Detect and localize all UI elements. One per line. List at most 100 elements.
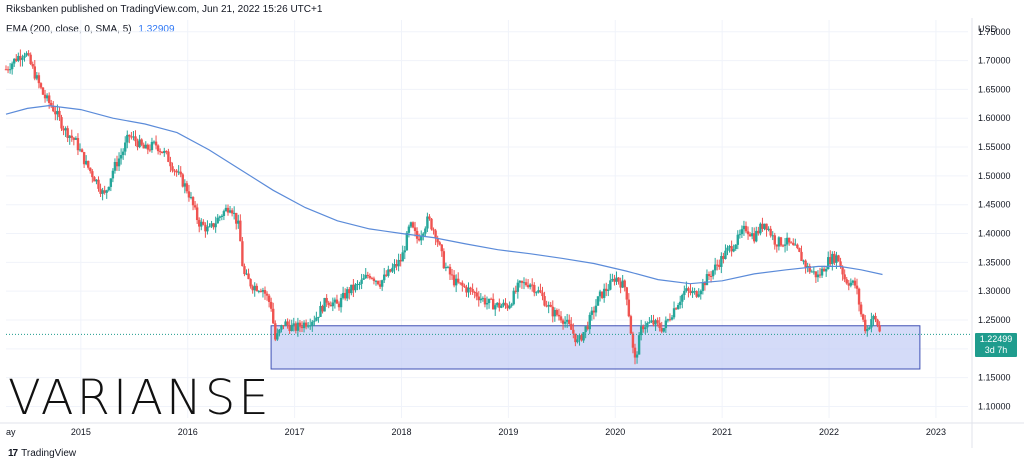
- candle-body: [245, 273, 248, 275]
- candle-body: [50, 102, 53, 107]
- candle-body: [615, 277, 618, 282]
- candle-body: [70, 135, 73, 138]
- candle-body: [713, 264, 717, 271]
- x-tick-label: 2021: [712, 427, 732, 437]
- candle-body: [323, 297, 326, 312]
- ema-indicator-legend[interactable]: EMA (200, close, 0, SMA, 5) 1.32909: [6, 24, 175, 35]
- candle-body: [257, 290, 261, 292]
- candle-body: [426, 216, 429, 229]
- candle-body: [502, 302, 505, 306]
- candle-body: [679, 301, 682, 306]
- candle-body: [195, 207, 199, 221]
- candle-body: [457, 278, 460, 283]
- candle-body: [500, 305, 503, 308]
- candle-body: [833, 253, 836, 263]
- candle-body: [613, 278, 616, 282]
- candle-body: [335, 299, 339, 304]
- candle-body: [765, 223, 768, 230]
- candle-body: [80, 149, 84, 153]
- candle-body: [239, 220, 242, 242]
- y-tick-label: 1.40000: [978, 229, 1011, 239]
- candle-body: [800, 251, 803, 262]
- candle-body: [210, 223, 213, 227]
- candle-body: [444, 267, 448, 269]
- candle-body: [232, 212, 236, 214]
- candle-body: [251, 286, 254, 291]
- candle-body: [790, 242, 793, 244]
- candle-body: [128, 134, 131, 137]
- candle-body: [494, 305, 497, 310]
- candle-body: [849, 282, 853, 286]
- candle-body: [54, 111, 57, 115]
- candle-body: [321, 305, 324, 312]
- candle-body: [121, 151, 125, 156]
- candle-body: [487, 298, 491, 304]
- candle-body: [473, 292, 476, 294]
- candle-body: [220, 216, 224, 218]
- candle-body: [376, 280, 380, 285]
- candle-body: [10, 63, 14, 70]
- candle-body: [771, 235, 774, 237]
- candle-body: [531, 284, 534, 286]
- candle-body: [845, 279, 848, 284]
- candle-body: [27, 53, 30, 55]
- candle-body: [687, 288, 690, 291]
- candle-body: [47, 95, 51, 103]
- price-chart[interactable]: 1.75000 1.70000 1.65000 1.60000 1.55000 1.500…: [0, 18, 1024, 448]
- candle-body: [341, 292, 345, 298]
- candle-body: [152, 141, 156, 143]
- chart-svg[interactable]: 1.75000 1.70000 1.65000 1.60000 1.55000 1.500…: [0, 18, 1024, 448]
- tradingview-logo-icon[interactable]: 17: [8, 448, 18, 459]
- candle-body: [568, 319, 571, 324]
- candle-body: [424, 228, 427, 234]
- candle-body: [574, 333, 577, 343]
- candle-body: [417, 238, 421, 241]
- candle-body: [339, 297, 343, 308]
- candle-body: [724, 250, 727, 259]
- candle-body: [385, 274, 388, 276]
- candle-body: [689, 290, 692, 294]
- candle-body: [792, 242, 795, 246]
- candle-body: [701, 282, 705, 291]
- candle-body: [829, 257, 832, 265]
- candle-body: [861, 314, 865, 320]
- candle-body: [841, 267, 844, 275]
- candle-body: [818, 274, 822, 276]
- candle-body: [138, 139, 141, 148]
- candle-body: [549, 304, 552, 307]
- x-tick-label: ay: [6, 427, 16, 437]
- candle-body: [658, 322, 661, 329]
- candle-body: [362, 278, 365, 280]
- candle-body: [387, 269, 390, 276]
- candle-body: [198, 220, 201, 227]
- candle-body: [187, 191, 191, 198]
- y-tick-label: 1.65000: [978, 84, 1011, 94]
- y-tick-label: 1.35000: [978, 257, 1011, 267]
- candle-body: [117, 158, 121, 167]
- candle-body: [115, 162, 119, 167]
- candle-body: [820, 268, 824, 276]
- candle-body: [286, 321, 289, 325]
- candle-body: [524, 282, 528, 286]
- candle-body: [648, 322, 651, 324]
- candle-body: [241, 241, 244, 267]
- candle-body: [781, 245, 785, 247]
- candle-body: [74, 138, 78, 140]
- candle-body: [296, 322, 300, 331]
- candle-body: [401, 252, 404, 262]
- candle-body: [428, 216, 431, 219]
- candle-body: [134, 136, 137, 142]
- candle-body: [824, 269, 828, 272]
- candle-body: [6, 69, 10, 71]
- candle-body: [718, 264, 721, 267]
- candle-body: [810, 271, 813, 273]
- candle-body: [625, 287, 628, 300]
- candle-body: [395, 264, 398, 267]
- candle-body: [389, 269, 392, 272]
- candle-body: [31, 63, 34, 67]
- candle-body: [578, 335, 581, 340]
- candle-body: [41, 87, 45, 95]
- tradingview-brand[interactable]: TradingView: [21, 448, 77, 459]
- candle-body: [282, 325, 285, 327]
- candle-body: [360, 279, 363, 284]
